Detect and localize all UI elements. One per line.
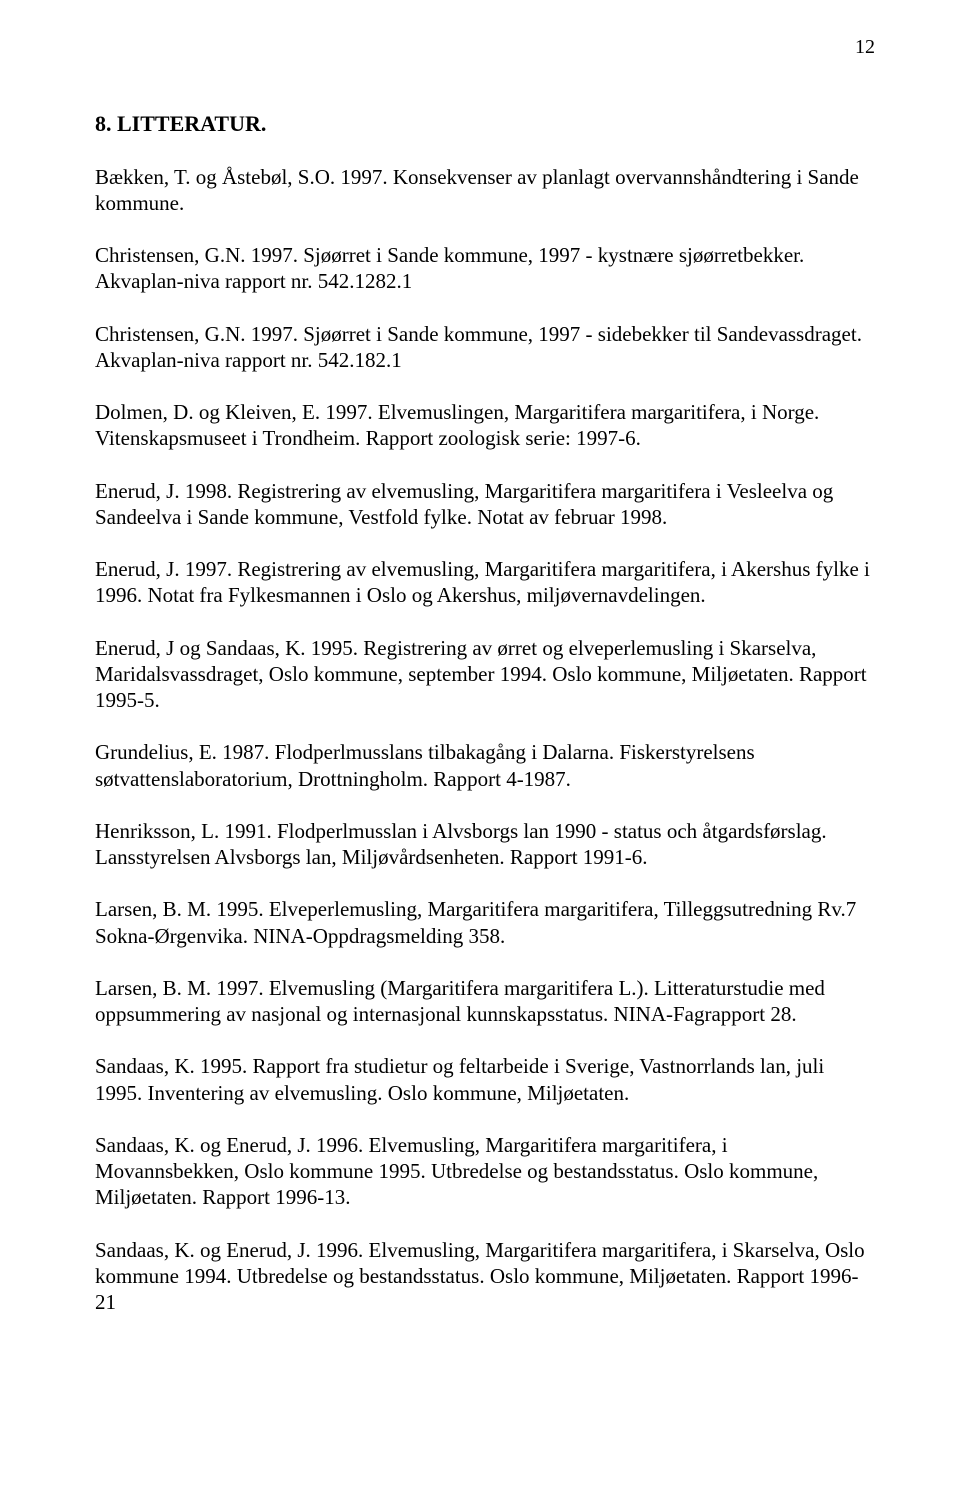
reference-item: Grundelius, E. 1987. Flodperlmusslans ti… xyxy=(95,739,875,792)
section-heading: 8. LITTERATUR. xyxy=(95,110,875,138)
reference-item: Dolmen, D. og Kleiven, E. 1997. Elvemusl… xyxy=(95,399,875,452)
reference-item: Sandaas, K. og Enerud, J. 1996. Elvemusl… xyxy=(95,1132,875,1211)
reference-item: Larsen, B. M. 1995. Elveperlemusling, Ma… xyxy=(95,896,875,949)
reference-item: Henriksson, L. 1991. Flodperlmusslan i A… xyxy=(95,818,875,871)
reference-item: Enerud, J og Sandaas, K. 1995. Registrer… xyxy=(95,635,875,714)
reference-item: Christensen, G.N. 1997. Sjøørret i Sande… xyxy=(95,242,875,295)
reference-item: Enerud, J. 1998. Registrering av elvemus… xyxy=(95,478,875,531)
reference-item: Sandaas, K. 1995. Rapport fra studietur … xyxy=(95,1053,875,1106)
reference-item: Larsen, B. M. 1997. Elvemusling (Margari… xyxy=(95,975,875,1028)
reference-item: Bækken, T. og Åstebøl, S.O. 1997. Konsek… xyxy=(95,164,875,217)
reference-item: Sandaas, K. og Enerud, J. 1996. Elvemusl… xyxy=(95,1237,875,1316)
reference-item: Enerud, J. 1997. Registrering av elvemus… xyxy=(95,556,875,609)
reference-item: Christensen, G.N. 1997. Sjøørret i Sande… xyxy=(95,321,875,374)
page-number: 12 xyxy=(95,35,875,60)
